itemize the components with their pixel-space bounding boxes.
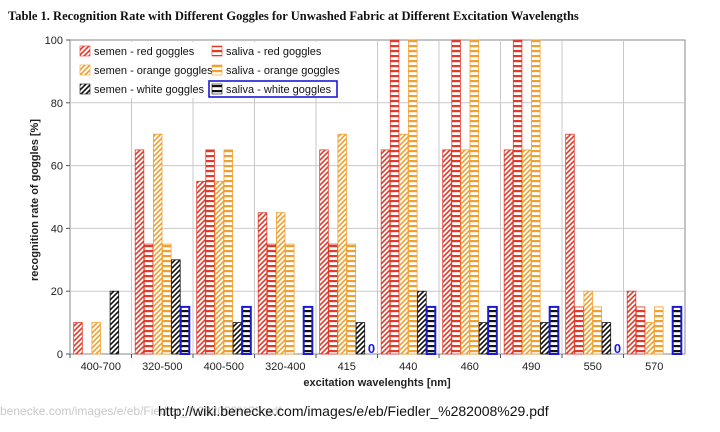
bar-semen-orange-goggles-400-500 <box>214 180 224 355</box>
x-tick-label: 415 <box>338 361 356 373</box>
bar-saliva-red-goggles-550 <box>574 306 584 355</box>
recognition-rate-chart: 0 20 40 60 80 100 400-700 320-500 400-500 320-40… <box>29 35 686 389</box>
bar-saliva-orange-goggles-550 <box>592 306 603 355</box>
y-tick-label: 60 <box>51 161 63 173</box>
bar-semen-red-goggles-570 <box>626 290 637 355</box>
bar-semen-white-goggles-415 <box>355 322 366 355</box>
source-url[interactable]: http://wiki.benecke.com/images/e/eb/Fied… <box>158 403 549 419</box>
legend-swatch <box>79 83 91 95</box>
bar-semen-orange-goggles-320-500 <box>152 133 163 355</box>
bar-semen-white-goggles-400-700 <box>109 290 120 355</box>
x-tick-label: 570 <box>645 361 663 373</box>
page-title: Table 1. Recognition Rate with Different… <box>8 9 579 23</box>
bar-saliva-red-goggles-415 <box>328 243 338 355</box>
zero-annotation: 0 <box>614 341 621 356</box>
legend-entry: saliva - orange goggles <box>226 65 340 77</box>
bar-saliva-red-goggles-440 <box>389 39 400 355</box>
x-tick-label: 460 <box>461 361 479 373</box>
x-tick-label: 490 <box>522 361 540 373</box>
y-tick-label: 20 <box>51 286 63 298</box>
bar-saliva-white-goggles-460 <box>487 305 498 355</box>
y-tick-label: 100 <box>45 35 63 47</box>
bar-semen-orange-goggles-490 <box>522 149 532 355</box>
bar-saliva-orange-goggles-400-500 <box>223 149 234 355</box>
zero-annotation: 0 <box>368 341 375 356</box>
y-tick-label: 80 <box>51 98 63 110</box>
bar-semen-red-goggles-415 <box>319 149 329 355</box>
x-tick-label: 400-500 <box>204 361 244 373</box>
bar-saliva-orange-goggles-320-400 <box>285 243 295 355</box>
x-tick-label: 320-400 <box>265 361 305 373</box>
bar-saliva-orange-goggles-440 <box>408 39 418 355</box>
bar-saliva-red-goggles-320-500 <box>143 243 154 355</box>
watermark-text: benecke.com/images/e/eb/Fiedler_%282008%… <box>0 404 282 418</box>
bar-semen-white-goggles-460 <box>478 322 489 355</box>
bar-saliva-red-goggles-570 <box>635 306 646 355</box>
bar-saliva-orange-goggles-490 <box>531 39 541 355</box>
bar-saliva-red-goggles-400-500 <box>205 149 215 355</box>
bar-saliva-white-goggles-440 <box>425 305 437 355</box>
x-tick-label: 400-700 <box>81 361 121 373</box>
bar-saliva-red-goggles-460 <box>451 39 461 355</box>
legend-swatch <box>79 45 91 57</box>
bar-semen-orange-goggles-550 <box>583 290 593 355</box>
bar-saliva-orange-goggles-570 <box>654 306 664 355</box>
bar-semen-red-goggles-440 <box>380 149 391 355</box>
bar-saliva-white-goggles-490 <box>548 305 560 355</box>
legend-swatch <box>211 64 223 76</box>
bar-saliva-white-goggles-320-400 <box>302 305 314 355</box>
bar-semen-red-goggles-490 <box>503 149 514 355</box>
bar-saliva-red-goggles-490 <box>512 39 523 355</box>
legend-entry: saliva - red goggles <box>226 46 322 58</box>
bar-semen-orange-goggles-460 <box>460 149 470 355</box>
bar-saliva-red-goggles-320-400 <box>266 243 277 355</box>
bar-semen-red-goggles-460 <box>442 149 452 355</box>
y-axis-label: recognition rate of goggles [%] <box>29 119 41 281</box>
bar-semen-white-goggles-320-500 <box>171 259 181 355</box>
legend-swatch <box>211 45 223 57</box>
legend-swatch <box>211 83 223 95</box>
bar-semen-orange-goggles-440 <box>398 133 409 355</box>
x-tick-label: 550 <box>584 361 602 373</box>
bar-semen-red-goggles-320-400 <box>257 212 268 355</box>
y-tick-label: 40 <box>51 223 63 235</box>
bar-semen-white-goggles-440 <box>417 290 427 355</box>
y-tick-label: 0 <box>57 349 63 361</box>
bar-saliva-orange-goggles-320-500 <box>162 243 172 355</box>
bar-semen-red-goggles-400-500 <box>196 180 206 355</box>
bar-semen-orange-goggles-570 <box>645 322 655 355</box>
bar-semen-orange-goggles-400-700 <box>91 322 101 355</box>
bar-semen-red-goggles-550 <box>565 133 575 355</box>
legend-entry: semen - orange goggles <box>94 65 213 77</box>
bar-semen-white-goggles-550 <box>601 322 612 355</box>
bar-semen-red-goggles-400-700 <box>73 322 83 355</box>
legend-entry: semen - white goggles <box>94 84 205 96</box>
legend-entry: semen - red goggles <box>94 46 195 58</box>
bar-semen-red-goggles-320-500 <box>134 149 145 355</box>
bar-semen-white-goggles-400-500 <box>232 322 243 355</box>
bar-saliva-orange-goggles-460 <box>469 39 480 355</box>
bar-saliva-orange-goggles-415 <box>346 243 357 355</box>
x-tick-label: 440 <box>399 361 417 373</box>
bar-saliva-white-goggles-570 <box>671 305 683 355</box>
bar-semen-orange-goggles-415 <box>337 133 347 355</box>
bar-saliva-white-goggles-320-500 <box>179 305 191 355</box>
bar-saliva-white-goggles-400-500 <box>241 305 252 355</box>
x-tick-label: 320-500 <box>142 361 182 373</box>
bar-semen-white-goggles-490 <box>540 322 550 355</box>
legend-highlight-box <box>208 80 338 98</box>
bar-semen-orange-goggles-320-400 <box>275 212 286 355</box>
legend-entry: saliva - white goggles <box>226 84 332 96</box>
x-axis-label: excitation wavelenghts [nm] <box>303 377 451 389</box>
legend-swatch <box>79 64 91 76</box>
